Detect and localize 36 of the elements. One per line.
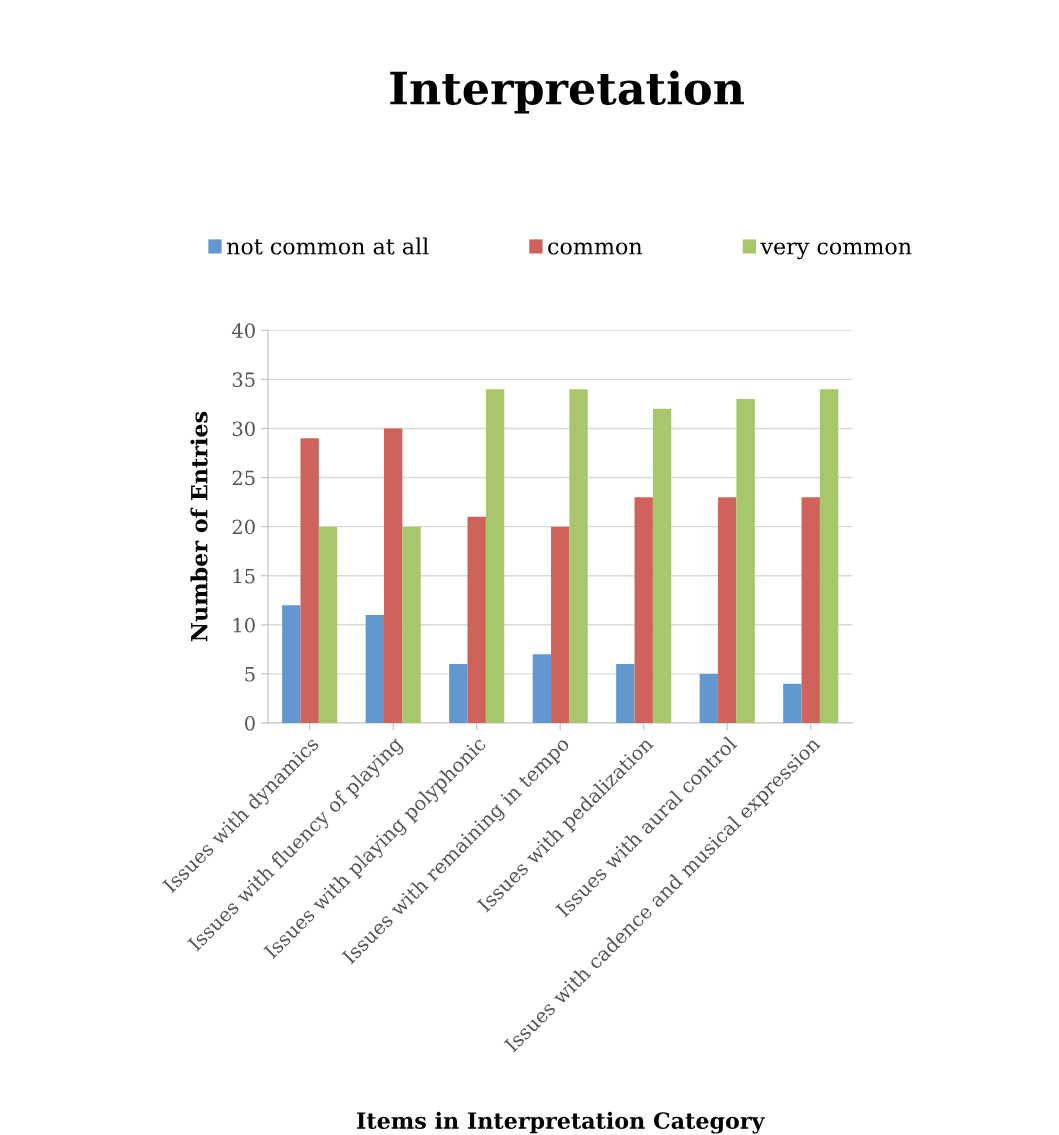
y-tick-label: 35 [232, 372, 255, 388]
bar [318, 526, 338, 723]
x-axis-title: Items in Interpretation Category [357, 1111, 765, 1134]
bar [736, 399, 755, 723]
bar [819, 389, 839, 723]
bar [801, 497, 820, 723]
y-tick-label: 0 [245, 715, 255, 731]
bar [467, 516, 486, 723]
y-tick-label: 20 [232, 519, 255, 535]
bar [384, 428, 403, 723]
y-tick-label: 40 [231, 323, 255, 338]
y-tick-label: 5 [245, 667, 255, 682]
bar [449, 664, 468, 723]
bar [634, 497, 653, 723]
y-tick-label: 30 [232, 421, 255, 437]
bar [282, 605, 301, 723]
bar [783, 683, 802, 723]
bar [699, 673, 719, 723]
bar [551, 526, 570, 723]
bar [532, 654, 552, 723]
y-tick-label: 15 [233, 568, 255, 584]
bar [402, 526, 421, 723]
bar [569, 389, 588, 723]
legend-label: common [548, 242, 643, 255]
bar [718, 497, 737, 723]
bar [300, 438, 319, 723]
bar [652, 408, 672, 723]
y-tick-label: 25 [232, 470, 255, 486]
legend-label: very common [760, 242, 912, 260]
bar [365, 615, 385, 723]
bar [616, 664, 635, 723]
legend-label: not common at all [226, 237, 429, 255]
y-axis-title: Number of Entries [190, 411, 208, 642]
y-tick-label: 10 [233, 617, 255, 633]
chart-title: Interpretation [390, 70, 744, 114]
bar [485, 389, 505, 723]
